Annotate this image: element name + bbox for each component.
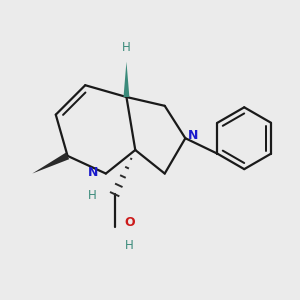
- Text: H: H: [125, 239, 134, 252]
- Text: H: H: [88, 189, 97, 202]
- Polygon shape: [124, 62, 129, 97]
- Text: O: O: [124, 216, 135, 229]
- Polygon shape: [32, 153, 69, 174]
- Text: N: N: [188, 129, 199, 142]
- Text: H: H: [122, 41, 131, 54]
- Text: N: N: [87, 166, 98, 178]
